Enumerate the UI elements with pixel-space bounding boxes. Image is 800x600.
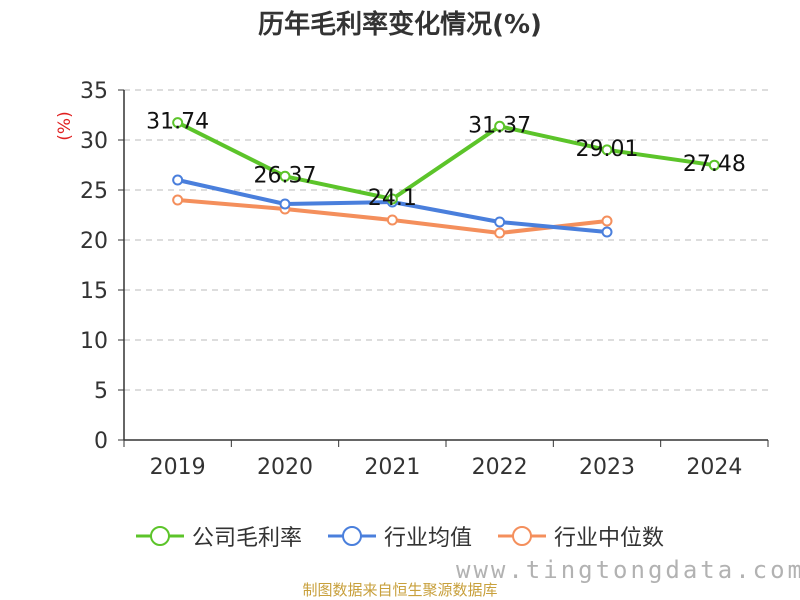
- legend-swatch-industry-median: [498, 526, 546, 546]
- data-point: [708, 159, 720, 171]
- data-point: [172, 194, 184, 206]
- x-tick-label: 2023: [579, 455, 635, 480]
- legend-item-industry-average[interactable]: 行业均值: [327, 520, 472, 552]
- legend-item-company[interactable]: 公司毛利率: [135, 520, 302, 552]
- legend-label-company: 公司毛利率: [191, 526, 302, 551]
- data-label: 26.37: [254, 163, 317, 188]
- watermark: www.tingtongdata.com: [456, 556, 800, 584]
- legend-label-industry-average: 行业均值: [383, 526, 472, 551]
- y-tick-label: 10: [80, 329, 108, 354]
- data-point: [601, 144, 613, 156]
- y-tick-label: 5: [94, 379, 108, 404]
- x-tick-label: 2021: [364, 455, 420, 480]
- data-point: [172, 117, 184, 129]
- data-label: 27.48: [683, 152, 746, 177]
- x-tick-label: 2019: [150, 455, 206, 480]
- legend-label-industry-median: 行业中位数: [554, 526, 665, 551]
- data-point: [601, 226, 613, 238]
- y-tick-label: 0: [94, 429, 108, 454]
- x-tick-label: 2024: [686, 455, 742, 480]
- data-point: [172, 174, 184, 186]
- x-tick-label: 2020: [257, 455, 313, 480]
- data-label: 31.37: [468, 113, 531, 138]
- data-point: [494, 120, 506, 132]
- legend: 公司毛利率 行业均值 行业中位数: [0, 520, 800, 552]
- source-note: 制图数据来自恒生聚源数据库: [302, 581, 498, 599]
- chart-title: 历年毛利率变化情况(%): [258, 10, 542, 40]
- legend-swatch-industry-average: [327, 526, 376, 546]
- data-label: 24.1: [368, 186, 417, 211]
- data-label: 31.74: [146, 110, 209, 135]
- data-point: [279, 170, 291, 182]
- x-tick-label: 2022: [472, 455, 528, 480]
- y-tick-label: 35: [80, 79, 108, 104]
- legend-item-industry-median[interactable]: 行业中位数: [498, 520, 664, 552]
- y-tick-label: 20: [80, 229, 108, 254]
- data-label: 29.01: [576, 137, 639, 162]
- data-point: [386, 193, 398, 205]
- y-axis-label: (%): [55, 111, 75, 140]
- data-point: [494, 216, 506, 228]
- data-point: [601, 215, 613, 227]
- legend-swatch-company: [135, 526, 184, 546]
- data-point: [279, 198, 291, 210]
- data-point: [494, 227, 506, 239]
- data-point: [386, 214, 398, 226]
- y-tick-label: 30: [80, 129, 108, 154]
- y-tick-label: 25: [80, 179, 108, 204]
- series-line: [176, 120, 715, 201]
- y-tick-label: 15: [80, 279, 108, 304]
